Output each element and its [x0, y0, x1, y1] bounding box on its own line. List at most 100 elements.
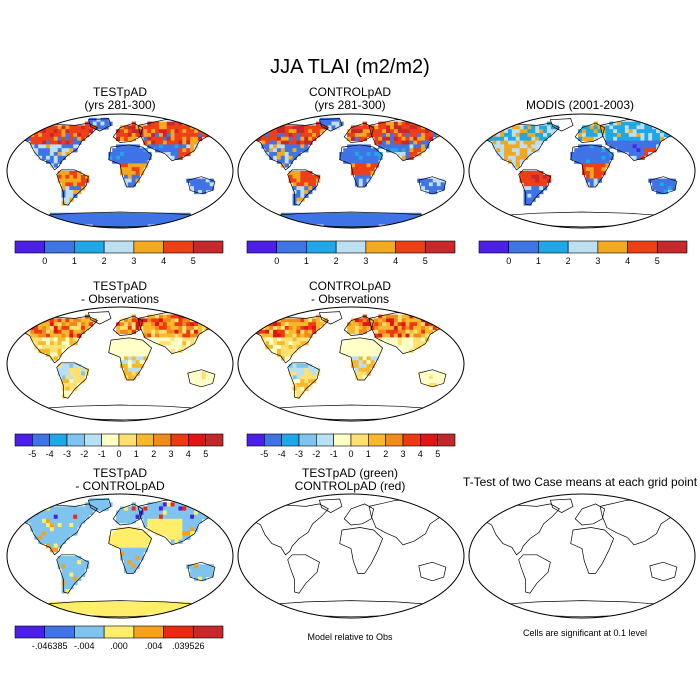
colorbar-swatch [118, 433, 137, 447]
map-grid-cell [397, 333, 403, 338]
map-grid-cell [308, 220, 313, 225]
map-grid-cell [500, 155, 505, 160]
map-grid-cell [197, 190, 203, 195]
colorbar-test-control: -.046385 -.004.000.004.039526 [14, 625, 224, 651]
map-grid-cell [496, 125, 501, 130]
map-grid-cell [73, 318, 78, 323]
map-grid-cell [88, 220, 94, 225]
panel-title-line: CONTROLpAD [308, 85, 391, 99]
colorbar-tick-label: 4 [418, 449, 423, 459]
map-grid-cell [88, 605, 94, 611]
map-grid-cell [589, 155, 595, 160]
map-grid-cell [155, 326, 160, 331]
map-grid-cell [574, 148, 579, 153]
map-grid-cell [280, 220, 286, 225]
map-grid-cell [421, 337, 426, 342]
map-grid-cell [120, 356, 125, 361]
map-grid-cell [265, 133, 270, 138]
map-grid-cell [354, 367, 360, 372]
map-grid-cell [269, 140, 274, 145]
map-grid-cell [155, 531, 160, 536]
map-grid-cell [273, 220, 278, 225]
map-grid-cell [386, 220, 391, 225]
map-grid-cell [527, 174, 532, 179]
map-grid-cell [370, 167, 375, 172]
map-grid-cell [49, 337, 55, 342]
map-grid-cell [362, 144, 367, 149]
map-grid-cell [515, 129, 521, 134]
map-grid-cell [613, 144, 618, 149]
map-grid-cell [166, 535, 172, 540]
map-grid-cell [374, 329, 379, 334]
map-grid-cell [339, 348, 344, 353]
map-grid-cell [194, 337, 199, 342]
map-grid-cell [531, 125, 536, 130]
map-grid-cell [589, 144, 595, 149]
map-grid-cell [61, 601, 66, 606]
map-grid-cell [143, 506, 148, 511]
map-grid-cell [155, 129, 160, 134]
map-grid-cell [26, 605, 31, 611]
map-grid-cell [49, 329, 55, 334]
map-grid-cell [127, 605, 133, 611]
map-grid-cell [135, 560, 140, 565]
map-grid-cell [288, 329, 293, 334]
map-grid-cell [428, 375, 434, 380]
map-grid-cell [312, 318, 317, 323]
map-grid-cell [413, 345, 418, 350]
map-grid-cell [77, 133, 82, 138]
map-grid-cell [276, 326, 282, 331]
map-grid-cell [170, 348, 175, 353]
map-grid-cell [265, 136, 270, 141]
map-grid-cell [347, 345, 352, 350]
map-grid-cell [96, 125, 101, 130]
map-grid-cell [96, 121, 101, 126]
map-grid-cell [488, 129, 493, 134]
coastline-greenland [87, 498, 112, 513]
colorbar-tick-label: 0 [42, 256, 47, 266]
map-grid-cell [597, 155, 602, 160]
map-grid-cell [628, 144, 634, 149]
colorbar-tick-label: 3 [131, 256, 136, 266]
map-grid-cell [366, 318, 371, 323]
map-grid-cell [49, 514, 55, 520]
map-grid-cell [276, 155, 282, 160]
map-grid-cell [265, 326, 270, 331]
map-grid-cell [292, 333, 297, 338]
map-grid-cell [432, 121, 438, 126]
map-grid-cell [511, 136, 517, 141]
map-grid-cell [347, 220, 352, 225]
map-grid-cell [425, 121, 430, 126]
map-grid-cell [65, 148, 70, 153]
map-grid-cell [65, 186, 70, 191]
map-grid-cell [405, 341, 410, 346]
map-grid-cell [155, 140, 160, 145]
map-grid-cell [409, 318, 414, 323]
map-grid-cell [343, 341, 348, 346]
map-grid-cell [205, 375, 211, 380]
colorbar-tick-label: 4 [161, 256, 166, 266]
map-grid-cell [174, 129, 179, 134]
map-grid-cell [354, 178, 360, 183]
map-grid-cell [280, 148, 286, 153]
map-grid-cell [49, 527, 55, 532]
map-grid-cell [382, 318, 387, 323]
map-grid-cell [174, 155, 179, 160]
map-grid-cell [397, 326, 403, 331]
map-grid-cell [382, 216, 387, 221]
map-grid-cell [194, 326, 199, 331]
map-grid-cell [601, 152, 606, 157]
map-grid-cell [323, 220, 329, 225]
map-grid-cell [194, 510, 199, 516]
map-grid-cell [531, 193, 536, 198]
map-grid-cell [405, 144, 410, 149]
map-grid-cell [440, 375, 445, 380]
map-grid-cell [362, 224, 367, 228]
map-grid-cell [496, 144, 501, 149]
map-grid-cell [143, 510, 148, 516]
map-grid-cell [131, 510, 136, 516]
panel-title-control: CONTROLpAD (yrs 281-300) [250, 86, 450, 112]
map-grid-cell [335, 224, 340, 228]
map-grid-cell [139, 171, 144, 176]
map-grid-cell [194, 220, 199, 225]
